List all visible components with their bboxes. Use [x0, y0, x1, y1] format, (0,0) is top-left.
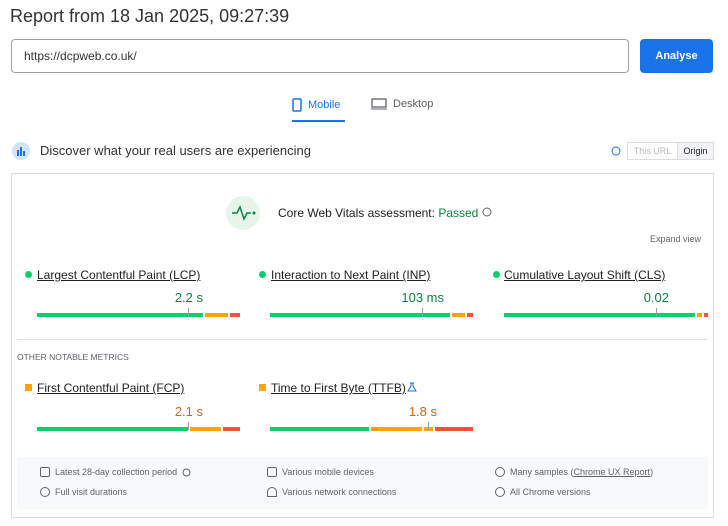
lab-icon — [407, 382, 417, 392]
other-metrics-title: OTHER NOTABLE METRICS — [17, 352, 129, 362]
report-title: Report from 18 Jan 2025, 09:27:39 — [10, 6, 290, 26]
analyse-button[interactable]: Analyse — [640, 39, 713, 73]
footer-item: Various network connections — [267, 487, 396, 497]
distribution-bar — [37, 313, 240, 317]
tab-underline — [292, 120, 345, 122]
crux-link[interactable]: Chrome UX Report — [573, 467, 651, 477]
p75-marker — [656, 308, 657, 316]
info-icon[interactable] — [611, 146, 621, 156]
metric-name[interactable]: Cumulative Layout Shift (CLS) — [504, 268, 666, 282]
distribution-bar — [37, 427, 240, 431]
assessment: Core Web Vitals assessment: Passed — [278, 206, 492, 220]
footer-item: Full visit durations — [40, 487, 127, 497]
users-icon — [12, 142, 30, 160]
vitals-icon — [226, 196, 260, 230]
metric-value: 2.1 s — [174, 404, 203, 419]
status-square — [259, 384, 266, 391]
footer-text: All Chrome versions — [510, 487, 591, 497]
footer-text: Many samples (Chrome UX Report) — [510, 467, 653, 477]
footer-text: Various mobile devices — [282, 467, 374, 477]
p75-marker — [188, 422, 189, 430]
footer-item: Many samples (Chrome UX Report) — [495, 467, 653, 477]
metric-name[interactable]: Largest Contentful Paint (LCP) — [37, 268, 201, 282]
p75-marker — [422, 308, 423, 316]
tab-label: Desktop — [393, 98, 434, 110]
status-square — [25, 384, 32, 391]
metric-name[interactable]: First Contentful Paint (FCP) — [37, 381, 185, 395]
metric-value: 103 ms — [401, 290, 444, 305]
help-icon[interactable] — [182, 468, 191, 477]
footer-item: Latest 28-day collection period — [40, 467, 191, 477]
footer-text: Latest 28-day collection period — [55, 467, 178, 477]
mobile-tab[interactable]: Mobile — [292, 98, 340, 112]
expand-view[interactable]: Expand view — [649, 234, 701, 244]
samples-prefix: Many samples ( — [510, 467, 574, 477]
footer-item: Various mobile devices — [267, 467, 374, 477]
metric-value: 1.8 s — [408, 404, 437, 419]
url-input[interactable]: https://dcpweb.co.uk/ — [11, 39, 629, 73]
footer-text: Various network connections — [282, 487, 397, 497]
footer-item: All Chrome versions — [495, 487, 591, 497]
status-dot — [259, 271, 266, 278]
status-dot — [493, 271, 500, 278]
desktop-tab[interactable]: Desktop — [371, 98, 433, 110]
origin-toggle[interactable]: Origin — [677, 142, 714, 160]
distribution-bar — [270, 313, 473, 317]
metric-name[interactable]: Interaction to Next Paint (INP) — [271, 268, 431, 282]
assessment-label: Core Web Vitals assessment: — [278, 206, 435, 220]
desktop-icon — [371, 98, 387, 110]
metric-value: 2.2 s — [174, 290, 203, 305]
footer-panel — [17, 457, 708, 509]
metric-name[interactable]: Time to First Byte (TTFB) — [271, 381, 406, 395]
distribution-bar — [270, 427, 473, 431]
results-card — [11, 173, 714, 518]
divider — [17, 339, 707, 340]
section-title: Discover what your real users are experi… — [40, 143, 311, 158]
tab-label: Mobile — [308, 99, 341, 111]
p75-marker — [188, 308, 189, 316]
assessment-status: Passed — [438, 206, 479, 220]
samples-suffix: ) — [650, 467, 654, 477]
footer-text: Full visit durations — [55, 487, 128, 497]
distribution-bar — [504, 313, 708, 317]
this-url-toggle[interactable]: This URL — [627, 142, 678, 160]
mobile-icon — [292, 98, 302, 112]
metric-value: 0.02 — [643, 290, 669, 305]
help-icon[interactable] — [482, 207, 492, 217]
p75-marker — [428, 422, 429, 430]
status-dot — [25, 271, 32, 278]
